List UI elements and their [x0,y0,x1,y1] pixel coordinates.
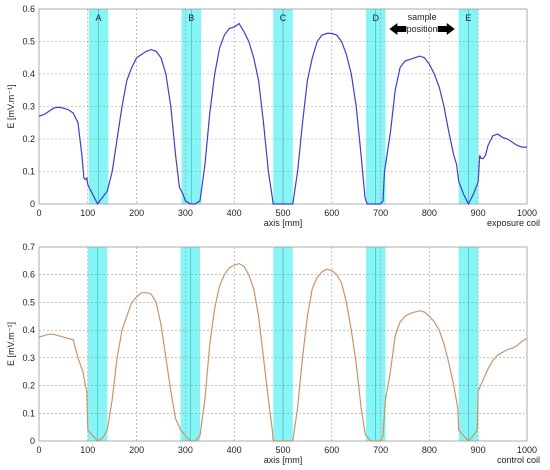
x-tick-label: 0 [36,445,41,455]
x-tick-label: 800 [422,445,437,455]
y-tick-label: 0.1 [22,408,35,418]
x-tick-label: 500 [275,445,290,455]
band-label-B: B [188,13,194,23]
x-tick-label: 400 [227,208,242,218]
y-tick-label: 0 [30,199,35,209]
y-tick-label: 0.3 [22,102,35,112]
left-arrow-icon [389,23,407,35]
x-tick-label: 1000 [517,208,537,218]
x-tick-label: 600 [324,445,339,455]
y-tick-label: 0.4 [22,325,35,335]
right-arrow-icon [437,23,455,35]
bottom-caption: control coil [497,455,540,465]
top-chart-panel: 0 100 200 300 400 500 600 700 800 900 1000 0 0.1 0.2… [6,4,540,228]
bottom-x-tick-labels: 0 100 200 300 400 500 600 700 800 900 1000 [36,445,537,455]
bottom-x-axis-label: axis [mm] [264,455,303,465]
top-x-axis-label: axis [mm] [264,218,303,228]
bottom-chart-panel: 0 100 200 300 400 500 600 700 800 900 1000 0 0.1 0.2… [6,242,540,465]
top-caption: exposure coil [487,218,540,228]
x-tick-label: 400 [227,445,242,455]
band-label-E: E [465,13,471,23]
x-tick-label: 300 [178,208,193,218]
x-tick-label: 800 [422,208,437,218]
band-label-C: C [280,13,287,23]
x-tick-label: 500 [275,208,290,218]
y-tick-label: 0.5 [22,37,35,47]
x-tick-label: 200 [129,445,144,455]
x-tick-label: 700 [373,445,388,455]
band-label-A: A [96,13,102,23]
y-tick-label: 0.3 [22,353,35,363]
bottom-y-tick-labels: 0 0.1 0.2 0.3 0.4 0.5 0.6 0.7 [22,242,35,446]
top-y-axis-label: E [mV.m⁻¹] [6,85,16,129]
y-tick-label: 0.6 [22,4,35,14]
sample-position-annotation: sample position [389,12,455,35]
x-tick-label: 100 [80,208,95,218]
annotation-line-2: position [407,24,438,34]
top-x-tick-labels: 0 100 200 300 400 500 600 700 800 900 1000 [36,208,537,218]
top-y-tick-labels: 0 0.1 0.2 0.3 0.4 0.5 0.6 [22,4,35,209]
top-series-line [38,22,527,206]
x-tick-label: 100 [80,445,95,455]
x-tick-label: 300 [178,445,193,455]
x-tick-label: 600 [324,208,339,218]
y-tick-label: 0.6 [22,270,35,280]
y-tick-label: 0.2 [22,134,35,144]
x-tick-label: 0 [36,208,41,218]
y-tick-label: 0.7 [22,242,35,252]
y-tick-label: 0.4 [22,69,35,79]
y-tick-label: 0 [30,436,35,446]
y-tick-label: 0.5 [22,297,35,307]
bottom-series-line [38,262,528,442]
x-tick-label: 1000 [517,445,537,455]
band-label-D: D [372,13,379,23]
y-tick-label: 0.1 [22,167,35,177]
x-tick-label: 200 [129,208,144,218]
top-gridlines [39,9,527,204]
x-tick-label: 900 [471,445,486,455]
y-tick-label: 0.2 [22,381,35,391]
top-band-labels: A B C D E [96,13,472,23]
bottom-gridlines [39,247,527,441]
bottom-y-axis-label: E [mV.m⁻¹] [6,322,16,366]
annotation-line-1: sample [408,12,437,22]
x-tick-label: 900 [471,208,486,218]
x-tick-label: 700 [373,208,388,218]
